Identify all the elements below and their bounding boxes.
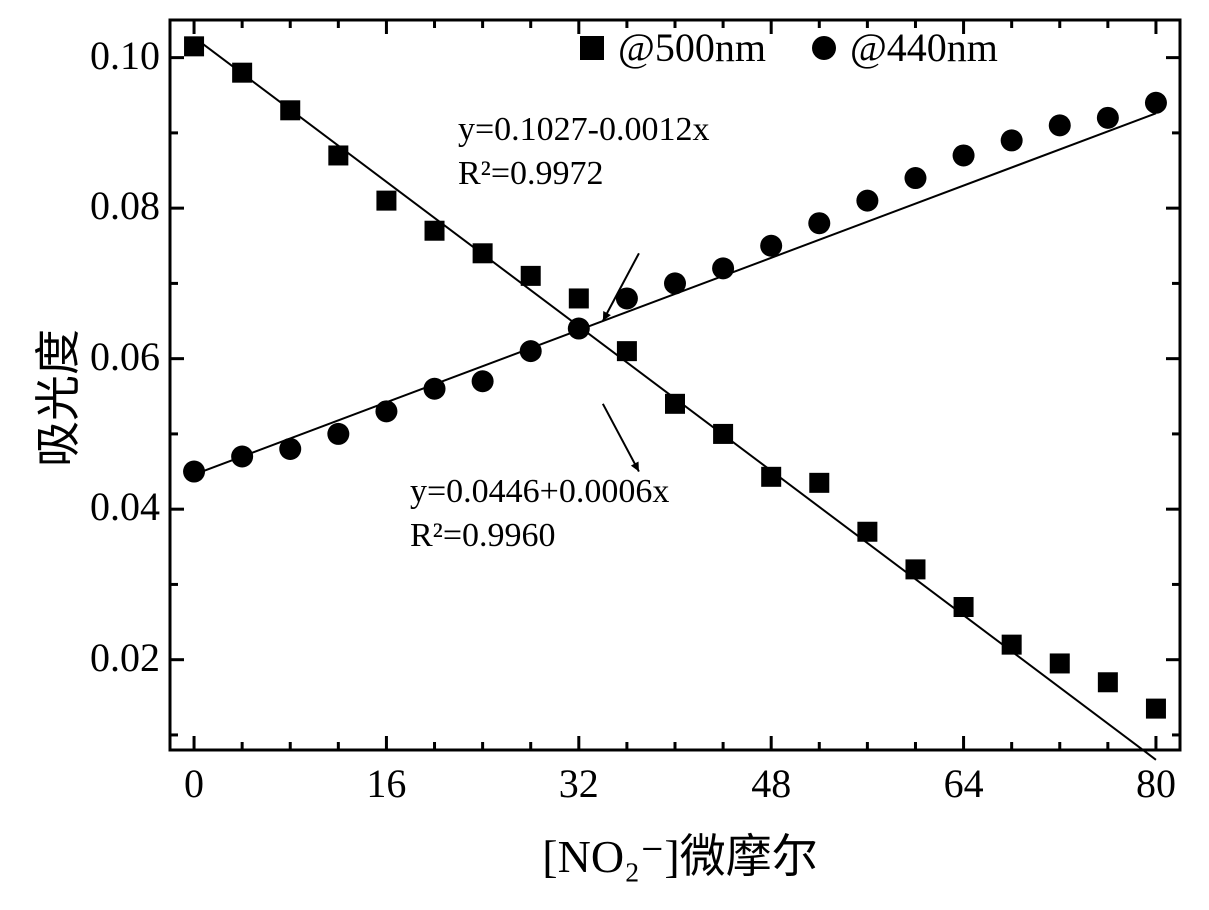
annotation-eq-500nm: y=0.1027-0.0012x R²=0.9972: [458, 108, 710, 195]
y-tick-label: 0.04: [50, 483, 160, 530]
annotation-eq-500nm-line2: R²=0.9972: [458, 152, 710, 196]
x-tick-label: 32: [529, 760, 629, 807]
y-tick-label: 0.02: [50, 634, 160, 681]
y-axis-label: 吸光度: [22, 298, 88, 498]
legend-label-500nm: @500nm: [618, 24, 766, 71]
legend-marker-440nm: [812, 36, 836, 60]
chart-figure: 吸光度 [NO₂⁻]微摩尔 @500nm @440nm y=0.1027-0.0…: [0, 0, 1209, 910]
annotation-eq-440nm: y=0.0446+0.0006x R²=0.9960: [410, 470, 669, 557]
annotation-eq-440nm-line1: y=0.0446+0.0006x: [410, 470, 669, 514]
legend-marker-500nm: [580, 36, 604, 60]
legend-label-440nm: @440nm: [850, 24, 998, 71]
annotation-eq-440nm-line2: R²=0.9960: [410, 514, 669, 558]
annotation-eq-500nm-line1: y=0.1027-0.0012x: [458, 108, 710, 152]
x-axis-label-text: [NO₂⁻]微摩尔: [542, 831, 817, 882]
y-tick-label: 0.10: [50, 32, 160, 79]
x-tick-label: 48: [721, 760, 821, 807]
x-tick-label: 16: [336, 760, 436, 807]
x-tick-label: 0: [144, 760, 244, 807]
y-tick-label: 0.08: [50, 182, 160, 229]
x-tick-label: 64: [914, 760, 1014, 807]
x-axis-label: [NO₂⁻]微摩尔: [470, 820, 890, 886]
legend: @500nm @440nm: [580, 24, 998, 71]
x-tick-label: 80: [1106, 760, 1206, 807]
y-tick-label: 0.06: [50, 333, 160, 380]
